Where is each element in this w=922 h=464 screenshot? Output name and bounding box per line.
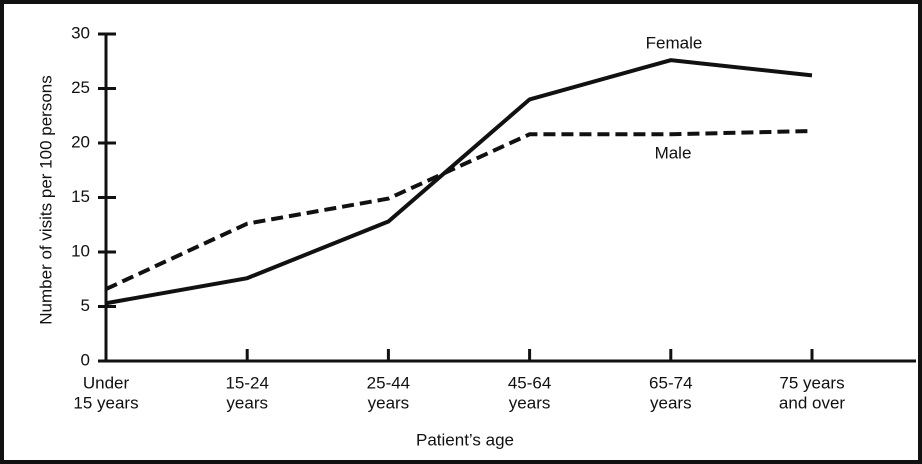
x-tick-label: 45-64 [508,373,551,392]
y-tick-label: 5 [81,296,90,315]
y-axis-title: Number of visits per 100 persons [36,75,55,324]
x-axis-title: Patient’s age [416,430,514,449]
x-tick-label: 15 years [73,393,138,412]
series-label: Female [646,33,703,52]
x-tick-label: 25-44 [367,373,410,392]
y-tick-label: 10 [71,241,90,260]
x-tick-label: and over [779,393,845,412]
y-tick-label: 15 [71,187,90,206]
x-tick-label: Under [83,373,130,392]
series-label: Male [655,143,692,162]
x-tick-label: 15-24 [225,373,268,392]
y-tick-label: 25 [71,78,90,97]
x-tick-label: 75 years [779,373,844,392]
x-tick-label: years [650,393,692,412]
x-tick-label: 65-74 [649,373,692,392]
series-line [105,58,813,306]
x-tick-label: years [509,393,551,412]
y-tick-label: 20 [71,132,90,151]
y-tick-label: 30 [71,23,90,42]
y-tick-label: 0 [81,350,90,369]
x-tick-label: years [226,393,268,412]
series-line [105,129,813,291]
x-tick-label: years [368,393,410,412]
